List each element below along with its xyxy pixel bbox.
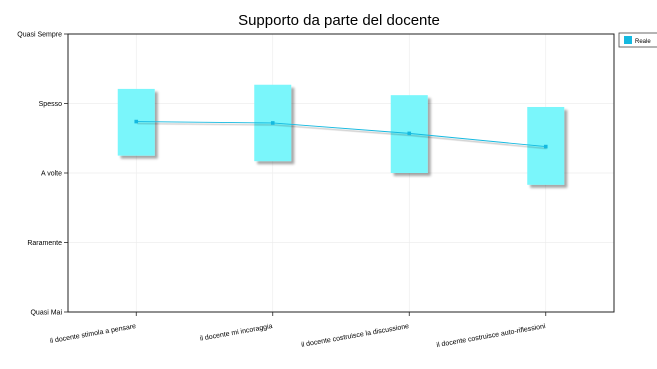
x-tick-label: il docente costruisce la discussione — [301, 323, 410, 349]
y-tick-label: Spesso — [39, 101, 62, 108]
y-tick-label: Raramente — [27, 240, 62, 247]
data-point — [134, 119, 139, 124]
y-axis-ticks: Quasi Mai Raramente A volte Spesso Quasi Sem… — [17, 32, 68, 317]
series-line-layer — [136, 121, 546, 148]
x-axis-ticks: il docente stimola a pensare il docente m… — [50, 312, 547, 349]
data-point — [407, 131, 412, 136]
chart-title: Supporto da parte del docente — [238, 12, 440, 29]
series-points — [134, 119, 548, 149]
x-tick-label: il docente stimola a pensare — [50, 323, 137, 345]
data-point — [543, 144, 548, 149]
y-tick-label: A volte — [41, 171, 62, 178]
y-tick-label: Quasi Mai — [30, 310, 62, 317]
y-tick-label: Quasi Sempre — [17, 32, 62, 39]
x-tick-label: il docente costruisce auto-riflessioni — [436, 323, 546, 349]
legend-swatch-reale — [624, 36, 632, 44]
x-tick-label: il docente mi incoraggia — [199, 323, 273, 343]
legend: Reale — [618, 32, 657, 48]
range-boxes — [117, 84, 565, 185]
data-point — [270, 121, 275, 125]
legend-label-reale: Reale — [635, 39, 651, 45]
series-line-reale — [136, 121, 546, 148]
